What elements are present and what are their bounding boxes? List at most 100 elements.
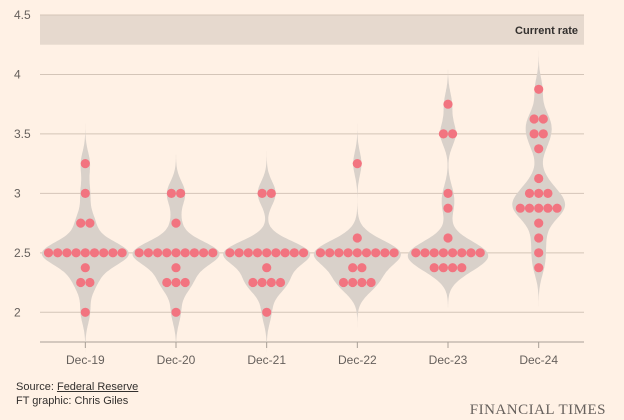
data-point — [80, 159, 90, 169]
y-tick-label: 4 — [14, 67, 21, 81]
data-point — [171, 263, 181, 273]
data-point — [153, 248, 163, 258]
data-point — [262, 307, 272, 317]
data-point — [429, 248, 439, 258]
current-rate-label: Current rate — [515, 25, 578, 37]
data-point — [43, 248, 54, 258]
data-point — [234, 248, 244, 258]
data-point — [348, 263, 358, 273]
current-rate-band — [40, 15, 584, 45]
data-point — [208, 248, 218, 258]
data-point — [298, 248, 309, 258]
data-point — [162, 277, 172, 288]
violin-shape — [41, 110, 129, 366]
data-point — [176, 188, 186, 198]
data-point — [76, 277, 86, 288]
data-point — [275, 277, 286, 288]
x-tick-label: Dec-19 — [66, 353, 105, 367]
data-point — [280, 248, 290, 258]
data-point — [352, 159, 362, 169]
x-tick-label: Dec-21 — [247, 353, 286, 367]
y-tick-label: 2.5 — [14, 246, 31, 260]
chart-footer: Source: Federal Reserve FT graphic: Chri… — [16, 380, 138, 408]
data-point — [343, 248, 353, 258]
data-point — [534, 263, 544, 273]
data-point — [338, 277, 349, 288]
data-point — [543, 188, 553, 198]
data-point — [166, 188, 176, 198]
x-tick-label: Dec-20 — [157, 353, 196, 367]
data-point — [315, 248, 326, 258]
data-point — [76, 218, 86, 228]
data-point — [199, 248, 209, 258]
data-point — [243, 248, 253, 258]
data-point — [534, 188, 544, 198]
data-point — [475, 248, 485, 258]
data-point — [189, 248, 199, 258]
data-point — [371, 248, 381, 258]
data-point — [53, 248, 63, 258]
x-tick-label: Dec-24 — [519, 353, 558, 367]
data-point — [171, 307, 181, 317]
data-point — [225, 248, 235, 258]
data-point — [108, 248, 118, 258]
data-point — [534, 248, 544, 258]
data-point — [457, 248, 467, 258]
data-point — [257, 188, 267, 198]
y-tick-label: 3.5 — [14, 127, 31, 141]
source-link[interactable]: Federal Reserve — [56, 381, 139, 393]
y-tick-label: 4.5 — [14, 8, 31, 22]
violin-shape — [407, 51, 489, 322]
data-point — [248, 277, 258, 288]
data-point — [543, 203, 553, 213]
data-point — [85, 277, 95, 288]
data-point — [438, 248, 448, 258]
data-point — [80, 188, 90, 198]
data-point — [89, 248, 100, 258]
data-point — [443, 99, 453, 109]
data-point — [515, 203, 525, 213]
data-point — [71, 248, 81, 258]
data-point — [366, 277, 376, 288]
data-point — [171, 248, 181, 258]
data-point — [448, 263, 458, 273]
data-point — [529, 129, 539, 139]
data-point — [538, 129, 548, 139]
data-point — [534, 173, 544, 184]
data-point — [180, 248, 190, 258]
data-point — [448, 129, 458, 139]
data-point — [143, 248, 153, 258]
data-point — [448, 248, 458, 258]
data-point — [524, 188, 535, 198]
graphic-credit: FT graphic: Chris Giles — [16, 395, 129, 407]
data-point — [420, 248, 430, 258]
data-point — [534, 203, 544, 213]
source-prefix: Source: — [16, 381, 57, 393]
data-point — [529, 114, 539, 124]
chart-canvas: Current rate 2 2.5 3 3.5 4 4.5 Dec-19 Dec-20 Dec-… — [14, 8, 584, 367]
data-point — [389, 248, 399, 258]
data-point — [62, 248, 72, 258]
x-tick-label: Dec-22 — [338, 353, 377, 367]
data-point — [466, 248, 476, 258]
ft-logo: FINANCIAL TIMES — [469, 402, 606, 418]
data-point — [380, 248, 390, 258]
data-point — [262, 263, 272, 273]
data-point — [271, 248, 281, 258]
violin-shape — [313, 110, 401, 337]
data-point — [289, 248, 299, 258]
data-point — [266, 277, 276, 288]
data-point — [252, 248, 263, 258]
data-point — [162, 248, 172, 258]
data-point — [171, 277, 181, 288]
data-point — [334, 248, 344, 258]
data-point — [85, 218, 95, 228]
data-point — [352, 233, 362, 243]
data-point — [361, 248, 372, 258]
data-point — [117, 248, 127, 258]
data-point — [438, 263, 448, 273]
data-point — [534, 218, 544, 228]
data-point — [552, 203, 562, 213]
data-point — [257, 277, 267, 288]
data-point — [171, 218, 181, 228]
